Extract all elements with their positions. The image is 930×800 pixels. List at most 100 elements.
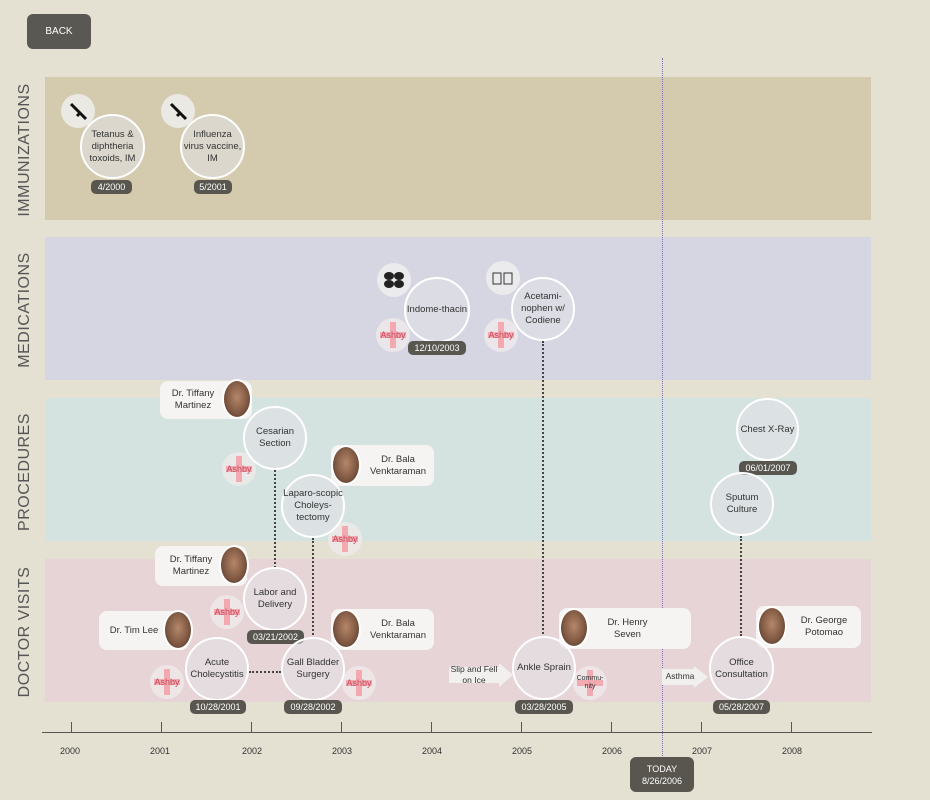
year-label: 2008: [781, 746, 803, 756]
visit-date: 03/21/2002: [247, 630, 304, 644]
visit-name: Labor and Delivery: [253, 587, 297, 610]
facility-name: Ashby: [380, 330, 406, 340]
facility-badge[interactable]: Commu-nity: [573, 666, 607, 700]
visit-name: Ankle Sprain: [517, 662, 571, 673]
timeline-axis: [42, 732, 872, 733]
procedure-name: Sputum Culture: [725, 492, 759, 515]
today-badge[interactable]: TODAY 8/26/2006: [630, 757, 694, 792]
year-label: 2004: [421, 746, 443, 756]
year-tick: [791, 722, 792, 732]
procedure-node[interactable]: Chest X-Ray: [736, 398, 799, 461]
facility-name: Ashby: [214, 607, 240, 617]
doctor-avatar: [222, 379, 252, 419]
medications-label: MEDICATIONS: [16, 252, 33, 368]
doctor-avatar: [331, 609, 361, 649]
procedure-date: 06/01/2007: [739, 461, 797, 475]
visit-reason-text: Asthma: [665, 671, 695, 681]
procedure-node[interactable]: Cesarian Section: [243, 406, 307, 470]
procedure-node[interactable]: Laparo-scopic Choleys-tectomy: [281, 474, 345, 538]
visit-date: 10/28/2001: [190, 700, 246, 714]
procedure-name: Laparo-scopic Choleys-tectomy: [283, 488, 343, 523]
year-tick: [521, 722, 522, 732]
facility-badge[interactable]: Ashby: [484, 318, 518, 352]
doctor-avatar: [559, 608, 589, 648]
doctor-name: Dr. Tim Lee: [109, 624, 159, 636]
visit-name: Gall Bladder Surgery: [286, 657, 340, 680]
visit-name: Office Consultation: [715, 656, 768, 680]
facility-badge[interactable]: Ashby: [376, 318, 410, 352]
immunization-name: Influenza virus vaccine, IM: [183, 128, 242, 164]
visit-reason-label: Asthma: [662, 666, 708, 688]
immunization-node[interactable]: Influenza virus vaccine, IM: [180, 114, 245, 179]
facility-badge[interactable]: Ashby: [328, 522, 362, 556]
year-tick: [161, 722, 162, 732]
procedure-name: Cesarian Section: [255, 426, 295, 449]
pills-icon: [377, 263, 411, 297]
procedure-node[interactable]: Sputum Culture: [710, 472, 774, 536]
facility-name: Ashby: [226, 464, 252, 474]
doctor-avatar: [163, 610, 193, 650]
year-tick: [701, 722, 702, 732]
facility-name: Ashby: [154, 677, 180, 687]
year-tick: [251, 722, 252, 732]
visit-node[interactable]: Acute Cholecystitis: [185, 637, 249, 701]
year-label: 2007: [691, 746, 713, 756]
connector-line: [312, 538, 314, 639]
immunization-node[interactable]: Tetanus & diphtheria toxoids, IM: [80, 114, 145, 179]
doctor-visits-label: DOCTOR VISITS: [16, 566, 33, 698]
visit-reason-label: Slip and Fell on Ice: [449, 663, 513, 687]
procedure-name: Chest X-Ray: [740, 423, 795, 435]
back-button[interactable]: BACK: [27, 14, 91, 49]
connector-line: [274, 470, 276, 568]
year-label: 2003: [331, 746, 353, 756]
visit-name: Acute Cholecystitis: [190, 657, 244, 680]
year-tick: [611, 722, 612, 732]
today-label: TODAY: [646, 763, 678, 774]
year-label: 2000: [59, 746, 81, 756]
facility-name: Ashby: [488, 330, 514, 340]
doctor-name: Dr. Bala Venktaraman: [370, 453, 426, 477]
year-tick: [71, 722, 72, 732]
doctor-avatar: [219, 545, 249, 585]
visit-node[interactable]: Office Consultation: [709, 636, 774, 701]
visit-reason-text: Slip and Fell on Ice: [450, 664, 498, 685]
visit-date: 05/28/2007: [713, 700, 770, 714]
medication-name: Acetami-nophen w/ Codiene: [521, 291, 565, 326]
year-label: 2005: [511, 746, 533, 756]
year-label: 2006: [601, 746, 623, 756]
today-marker-line: [662, 58, 663, 760]
today-date: 8/26/2006: [641, 775, 683, 786]
year-label: 2001: [149, 746, 171, 756]
facility-badge[interactable]: Ashby: [342, 666, 376, 700]
visit-node[interactable]: Gall Bladder Surgery: [281, 637, 345, 701]
visit-date: 03/28/2005: [515, 700, 573, 714]
facility-badge[interactable]: Ashby: [210, 595, 244, 629]
procedures-label: PROCEDURES: [16, 413, 33, 531]
medication-date: 12/10/2003: [408, 341, 466, 355]
facility-name: Ashby: [332, 534, 358, 544]
facility-badge[interactable]: Ashby: [150, 665, 184, 699]
doctor-name: Dr. George Potomao: [800, 615, 848, 638]
bottles-icon: [486, 261, 520, 295]
doctor-name: Dr. Tiffany Martinez: [169, 554, 213, 577]
year-tick: [341, 722, 342, 732]
doctor-name: Dr. Henry Seven: [607, 616, 648, 640]
medication-node[interactable]: Indome-thacin: [404, 277, 470, 343]
visit-node[interactable]: Ankle Sprain: [512, 636, 576, 700]
year-tick: [431, 722, 432, 732]
visit-node[interactable]: Labor and Delivery: [243, 567, 307, 631]
immunization-date: 5/2001: [194, 180, 232, 194]
doctor-name: Dr. Tiffany Martinez: [171, 388, 215, 411]
facility-name: Ashby: [346, 678, 372, 688]
doctor-avatar: [331, 445, 361, 485]
immunizations-label: IMMUNIZATIONS: [16, 83, 33, 217]
doctor-avatar: [757, 606, 787, 646]
medication-node[interactable]: Acetami-nophen w/ Codiene: [511, 277, 575, 341]
doctor-name: Dr. Bala Venktaraman: [370, 617, 426, 641]
connector-line: [542, 341, 544, 638]
connector-line: [740, 536, 742, 636]
year-label: 2002: [241, 746, 263, 756]
facility-name: Commu-nity: [576, 675, 604, 690]
medication-name: Indome-thacin: [406, 304, 468, 315]
immunization-date: 4/2000: [91, 180, 132, 194]
